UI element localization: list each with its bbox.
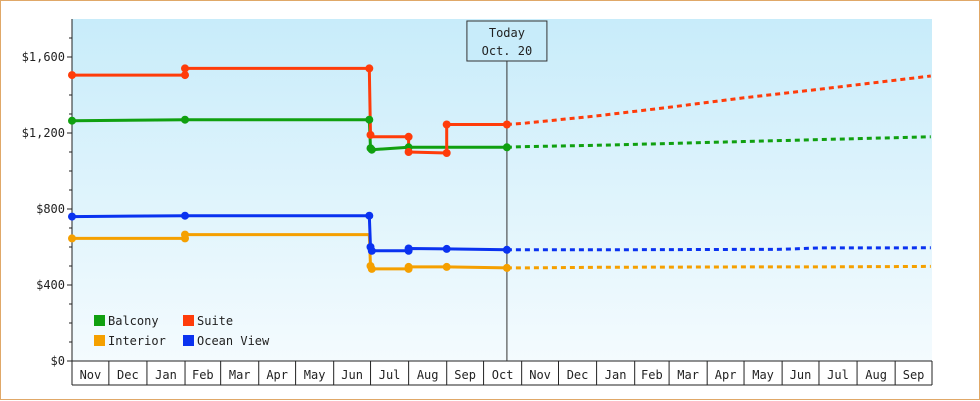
legend-label-ocean-view: Ocean View [197, 334, 270, 348]
point-suite [366, 130, 375, 139]
y-axis: $0 $400 $800 $1,200 $1,600 [22, 19, 73, 368]
point-ocean-view [68, 212, 76, 221]
x-month-label: Jun [341, 368, 363, 382]
y-tick-label: $400 [36, 278, 65, 292]
point-balcony [367, 145, 376, 154]
today-label-line1: Today [489, 26, 525, 40]
series-interior-projected [506, 264, 931, 270]
today-label-line2: Oct. 20 [482, 44, 533, 58]
point-suite [442, 120, 451, 129]
point-suite [502, 120, 511, 129]
legend-swatch-interior [94, 335, 105, 346]
point-ocean-view [367, 246, 376, 255]
point-ocean-view [181, 211, 189, 220]
legend: Balcony Suite Interior Ocean View [94, 314, 270, 348]
legend-label-suite: Suite [197, 314, 233, 328]
legend-swatch-balcony [94, 315, 105, 326]
point-balcony [365, 115, 374, 124]
point-interior [181, 230, 189, 239]
point-suite [365, 64, 374, 73]
x-month-label: Dec [567, 368, 589, 382]
x-month-label: May [752, 368, 774, 382]
x-month-label: Dec [117, 368, 139, 382]
x-month-label: Sep [454, 368, 476, 382]
x-month-label: Aug [417, 368, 439, 382]
x-month-label: Jul [827, 368, 849, 382]
y-tick-label: $800 [36, 202, 65, 216]
point-suite [68, 71, 76, 80]
x-month-label: Jan [605, 368, 627, 382]
x-month-label: Nov [529, 368, 551, 382]
series-suite-projected [506, 74, 931, 126]
series-ocean-view-projected [506, 246, 931, 252]
point-ocean-view [365, 211, 374, 220]
legend-label-interior: Interior [108, 334, 166, 348]
y-tick-label: $0 [51, 354, 65, 368]
x-month-label: Feb [192, 368, 214, 382]
point-interior [442, 262, 451, 271]
series-balcony-projected [506, 135, 931, 149]
point-ocean-view [502, 245, 511, 254]
point-suite [404, 148, 413, 156]
x-month-label: Apr [266, 368, 288, 382]
y-tick-label: $1,200 [22, 126, 65, 140]
x-month-label: Mar [677, 368, 699, 382]
x-month-label: Oct [492, 368, 514, 382]
point-interior [68, 234, 76, 243]
point-balcony [502, 143, 511, 152]
x-axis: Nov Dec Jan Feb Mar Apr May Jun Jul Aug Sep Oct Nov D… [71, 360, 933, 386]
y-tick-label: $1,600 [22, 50, 65, 64]
x-month-label: Sep [903, 368, 925, 382]
x-month-label: Feb [641, 368, 663, 382]
x-month-label: Apr [715, 368, 737, 382]
point-suite [181, 71, 189, 80]
point-suite [404, 132, 413, 141]
point-balcony [181, 115, 189, 124]
point-ocean-view [404, 244, 413, 253]
point-ocean-view [442, 244, 451, 253]
today-label-box [466, 20, 548, 62]
x-month-label: Nov [80, 368, 102, 382]
point-suite [442, 149, 451, 157]
point-interior [404, 262, 413, 271]
x-month-label: Mar [229, 368, 251, 382]
x-month-label: Aug [865, 368, 887, 382]
legend-label-balcony: Balcony [108, 314, 159, 328]
x-month-label: Jun [790, 368, 812, 382]
point-balcony [68, 116, 76, 125]
legend-swatch-ocean-view [183, 335, 194, 346]
x-month-label: Jul [379, 368, 401, 382]
today-marker: Today Oct. 20 [466, 20, 548, 361]
point-suite [181, 64, 189, 73]
x-month-label: May [304, 368, 326, 382]
legend-swatch-suite [183, 315, 194, 326]
x-month-label: Jan [155, 368, 177, 382]
point-interior [367, 264, 376, 273]
point-interior [502, 263, 511, 272]
series-markers [68, 64, 511, 273]
plot-area [72, 19, 932, 361]
